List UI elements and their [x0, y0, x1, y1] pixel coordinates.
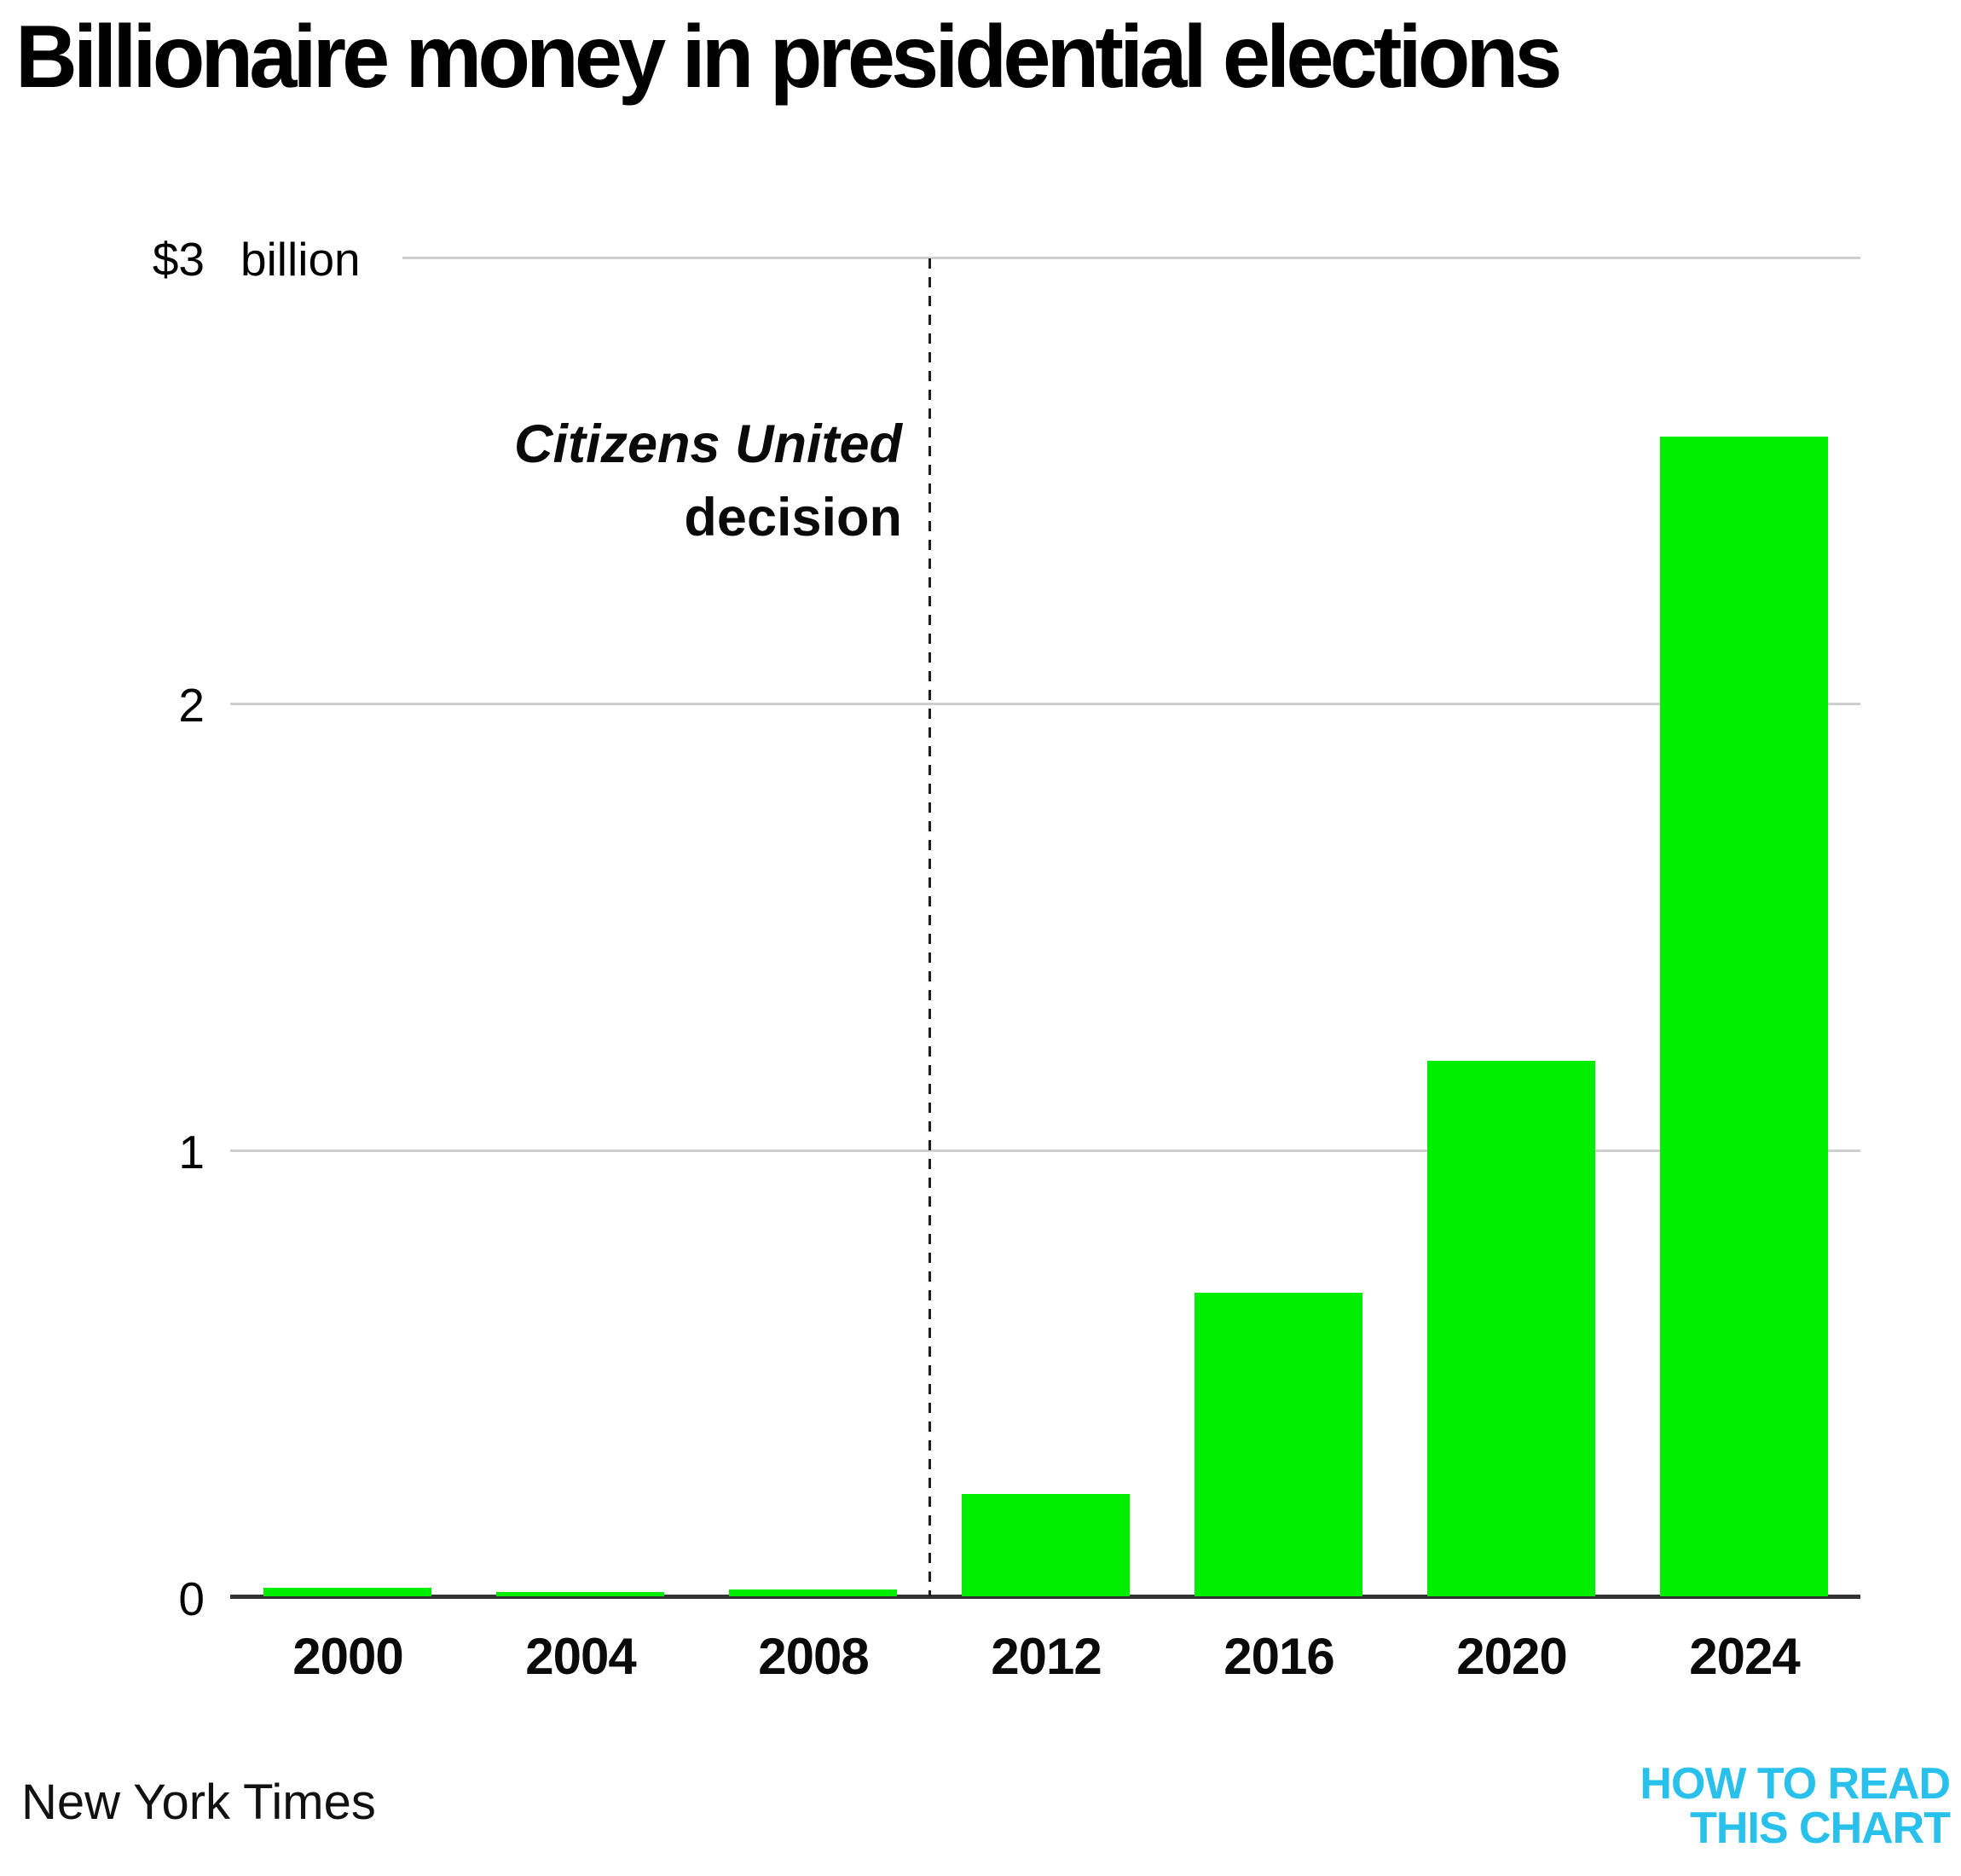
- x-label-2016: 2016: [1223, 1628, 1334, 1685]
- citizens-united-annotation: Citizens United decision: [0, 408, 902, 554]
- gridline-1-billion: [230, 1149, 1860, 1152]
- how-to-read-this-chart-logo: HOW TO READ THIS CHART: [1535, 1759, 1951, 1853]
- bar-2004: [496, 1592, 664, 1596]
- x-label-2024: 2024: [1689, 1628, 1800, 1685]
- bar-2000: [263, 1588, 431, 1596]
- y-axis-top-label: $3 billion: [111, 232, 361, 287]
- gridline-2-billion: [230, 703, 1860, 705]
- bar-2008: [729, 1589, 897, 1596]
- logo-line-2: THIS CHART: [1690, 1804, 1951, 1853]
- bar-2024: [1660, 437, 1828, 1596]
- x-label-2020: 2020: [1456, 1628, 1567, 1685]
- y-tick-1: 1: [178, 1126, 205, 1178]
- gridline-3-billion: [402, 257, 1860, 259]
- x-axis-baseline: [230, 1595, 1860, 1599]
- logo-line-1: HOW TO READ: [1640, 1759, 1951, 1809]
- bar-2016: [1195, 1293, 1362, 1596]
- x-label-2008: 2008: [758, 1628, 869, 1685]
- y-tick-0: 0: [178, 1572, 205, 1625]
- bar-2012: [962, 1494, 1130, 1596]
- annotation-decision-word: decision: [684, 488, 902, 547]
- y-tick-2: 2: [178, 679, 205, 732]
- y-axis-max-value: $3: [152, 233, 205, 286]
- source-label: New York Times: [21, 1775, 376, 1830]
- x-label-2012: 2012: [991, 1628, 1102, 1685]
- x-label-2000: 2000: [292, 1628, 403, 1685]
- x-label-2004: 2004: [525, 1628, 636, 1685]
- y-axis-unit-label: billion: [240, 233, 361, 286]
- bar-2020: [1427, 1061, 1595, 1596]
- citizens-united-event-line: [928, 258, 931, 1596]
- annotation-case-name: Citizens United: [513, 414, 902, 474]
- chart-title: Billionaire money in presidential electi…: [15, 8, 1562, 107]
